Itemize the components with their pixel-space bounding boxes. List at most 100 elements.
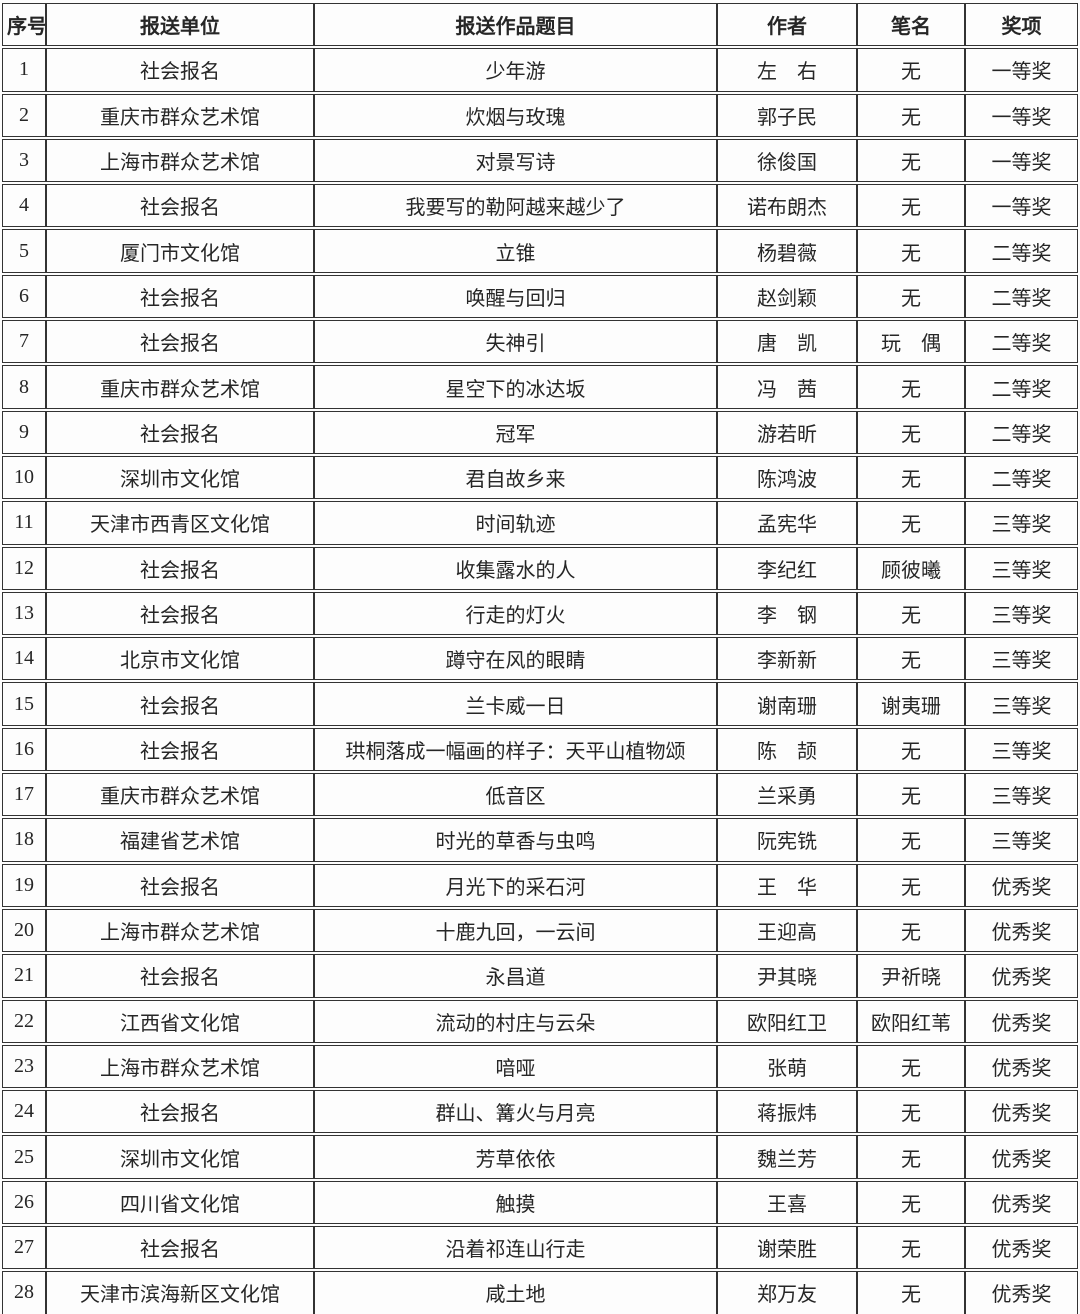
table-row: 27 社会报名 沿着祁连山行走 谢荣胜无优秀奖: [2, 1226, 1078, 1270]
cell-award: 三等奖: [965, 727, 1078, 772]
cell-author: 赵剑颖: [717, 274, 857, 319]
table-row: 7 社会报名 失神引唐 凯玩 偶二等奖: [2, 320, 1078, 364]
cell-pen: 尹祈晓: [857, 954, 965, 998]
cell-org: 社会报名: [46, 682, 314, 726]
cell-award: 一等奖: [965, 48, 1078, 92]
cell-award: 二等奖: [965, 365, 1078, 409]
column-header-no: 序号: [2, 3, 46, 47]
cell-org: 深圳市文化馆: [46, 455, 314, 500]
column-header-org: 报送单位: [46, 3, 314, 47]
column-header-award: 奖项: [965, 3, 1078, 47]
cell-title: 收集露水的人: [314, 546, 717, 590]
cell-pen: 谢夷珊: [857, 682, 965, 726]
cell-no: 15: [2, 682, 46, 726]
cell-award: 二等奖: [965, 229, 1078, 273]
cell-award: 二等奖: [965, 274, 1078, 319]
cell-pen: 无: [857, 48, 965, 92]
cell-org: 四川省文化馆: [46, 1180, 314, 1225]
cell-award: 优秀奖: [965, 908, 1078, 953]
cell-author: 尹其晓: [717, 954, 857, 998]
cell-org: 重庆市群众艺术馆: [46, 773, 314, 817]
cell-award: 二等奖: [965, 320, 1078, 364]
header-row: 序号 报送单位 报送作品题目 作者 笔名 奖项: [2, 3, 1078, 47]
cell-title: 流动的村庄与云朵: [314, 999, 717, 1043]
cell-author: 郭子民: [717, 93, 857, 137]
table-row: 26 四川省文化馆 触摸 王喜无优秀奖: [2, 1180, 1078, 1225]
cell-author: 游若昕: [717, 410, 857, 454]
cell-award: 三等奖: [965, 546, 1078, 590]
table-row: 4 社会报名 我要写的勒阿越来越少了 诺布朗杰无一等奖: [2, 184, 1078, 228]
cell-title: 触摸: [314, 1180, 717, 1225]
cell-award: 优秀奖: [965, 863, 1078, 907]
cell-org: 社会报名: [46, 320, 314, 364]
cell-award: 优秀奖: [965, 1090, 1078, 1134]
cell-org: 深圳市文化馆: [46, 1135, 314, 1179]
cell-title: 失神引: [314, 320, 717, 364]
cell-author: 李新新: [717, 637, 857, 681]
table-row: 21 社会报名 永昌道 尹其晓 尹祈晓 优秀奖: [2, 954, 1078, 998]
cell-title: 沿着祁连山行走: [314, 1226, 717, 1270]
cell-pen: 无: [857, 863, 965, 907]
cell-award: 三等奖: [965, 501, 1078, 545]
cell-author: 李 钢: [717, 591, 857, 636]
cell-pen: 无: [857, 818, 965, 862]
cell-author: 王 华: [717, 863, 857, 907]
cell-author: 阮宪铣: [717, 818, 857, 862]
cell-award: 二等奖: [965, 455, 1078, 500]
cell-pen: 无: [857, 1226, 965, 1270]
cell-no: 6: [2, 274, 46, 319]
cell-award: 三等奖: [965, 591, 1078, 636]
cell-org: 社会报名: [46, 1090, 314, 1134]
cell-pen: 无: [857, 637, 965, 681]
table-row: 14 北京市文化馆 蹲守在风的眼睛 李新新无三等奖: [2, 637, 1078, 681]
cell-no: 13: [2, 591, 46, 636]
cell-pen: 无: [857, 229, 965, 273]
cell-pen: 无: [857, 365, 965, 409]
cell-no: 19: [2, 863, 46, 907]
column-header-pen: 笔名: [857, 3, 965, 47]
column-header-title: 报送作品题目: [314, 3, 717, 47]
table-row: 12 社会报名 收集露水的人 李纪红 顾彼曦 三等奖: [2, 546, 1078, 590]
cell-org: 社会报名: [46, 1226, 314, 1270]
cell-award: 优秀奖: [965, 1135, 1078, 1179]
cell-title: 君自故乡来: [314, 455, 717, 500]
cell-author: 郑万友: [717, 1271, 857, 1314]
cell-no: 16: [2, 727, 46, 772]
cell-no: 8: [2, 365, 46, 409]
cell-org: 社会报名: [46, 727, 314, 772]
cell-author: 陈 颉: [717, 727, 857, 772]
cell-title: 我要写的勒阿越来越少了: [314, 184, 717, 228]
table-row: 19 社会报名 月光下的采石河王 华无优秀奖: [2, 863, 1078, 907]
cell-no: 28: [2, 1271, 46, 1314]
cell-title: 喑哑: [314, 1044, 717, 1089]
cell-title: 行走的灯火: [314, 591, 717, 636]
cell-pen: 无: [857, 184, 965, 228]
cell-no: 22: [2, 999, 46, 1043]
cell-pen: 无: [857, 1271, 965, 1314]
cell-author: 欧阳红卫: [717, 999, 857, 1043]
cell-no: 17: [2, 773, 46, 817]
cell-author: 李纪红: [717, 546, 857, 590]
cell-pen: 无: [857, 727, 965, 772]
cell-author: 兰采勇: [717, 773, 857, 817]
cell-title: 芳草依依: [314, 1135, 717, 1179]
cell-no: 11: [2, 501, 46, 545]
cell-pen: 无: [857, 274, 965, 319]
cell-title: 群山、篝火与月亮: [314, 1090, 717, 1134]
cell-org: 天津市西青区文化馆: [46, 501, 314, 545]
cell-org: 重庆市群众艺术馆: [46, 365, 314, 409]
cell-pen: 无: [857, 93, 965, 137]
cell-no: 9: [2, 410, 46, 454]
cell-no: 14: [2, 637, 46, 681]
cell-award: 一等奖: [965, 138, 1078, 183]
cell-author: 唐 凯: [717, 320, 857, 364]
cell-no: 25: [2, 1135, 46, 1179]
cell-title: 珙桐落成一幅画的样子：天平山植物颂: [314, 727, 717, 772]
cell-author: 左 右: [717, 48, 857, 92]
cell-org: 重庆市群众艺术馆: [46, 93, 314, 137]
cell-author: 徐俊国: [717, 138, 857, 183]
cell-org: 社会报名: [46, 48, 314, 92]
table-row: 22 江西省文化馆 流动的村庄与云朵 欧阳红卫 欧阳红苇 优秀奖: [2, 999, 1078, 1043]
cell-org: 厦门市文化馆: [46, 229, 314, 273]
cell-title: 时间轨迹: [314, 501, 717, 545]
